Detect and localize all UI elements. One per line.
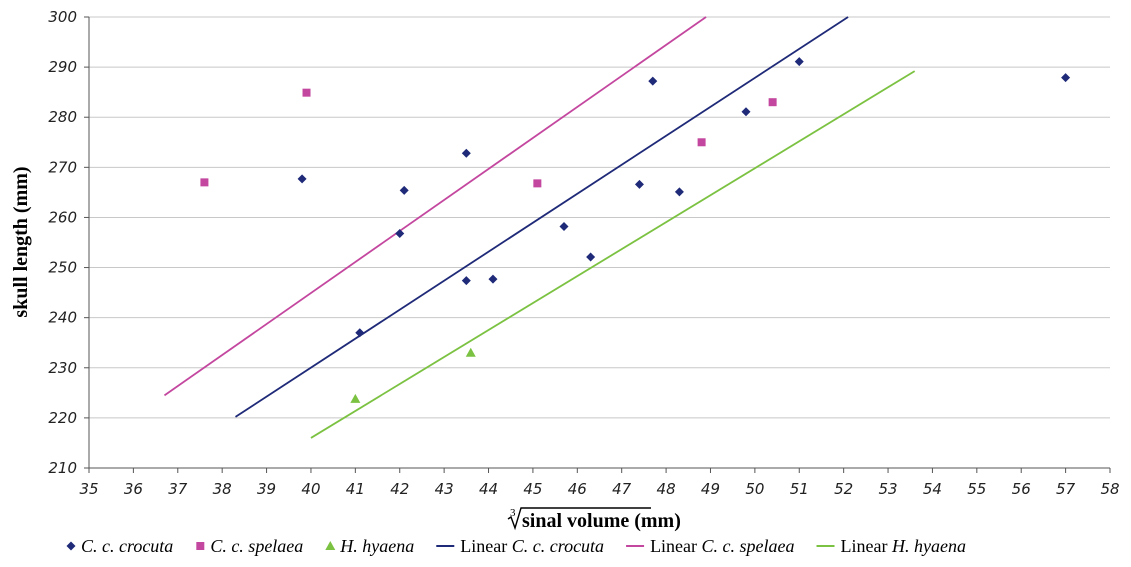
legend-item: H. hyaena bbox=[325, 536, 414, 556]
data-point-series-2 bbox=[533, 179, 542, 188]
data-point-series-3 bbox=[465, 347, 476, 357]
x-tick-label: 36 bbox=[124, 480, 143, 498]
x-tick-label: 35 bbox=[79, 480, 98, 498]
x-tick-label: 56 bbox=[1012, 480, 1031, 498]
x-tick-label: 43 bbox=[435, 480, 454, 498]
x-tick-label: 51 bbox=[790, 480, 809, 498]
legend-label-species: H. hyaena bbox=[891, 536, 966, 556]
legend-label: C. c. crocuta bbox=[81, 536, 173, 556]
y-tick-label: 300 bbox=[48, 8, 77, 26]
legend-label: Linear C. c. spelaea bbox=[650, 536, 794, 556]
x-tick-label: 47 bbox=[612, 480, 632, 498]
x-tick-label: 37 bbox=[168, 480, 188, 498]
x-tick-label: 48 bbox=[657, 480, 676, 498]
y-tick-label: 290 bbox=[48, 58, 77, 76]
x-tick-label: 45 bbox=[523, 480, 542, 498]
data-point-series-2 bbox=[302, 88, 311, 97]
data-point-series-1 bbox=[586, 252, 596, 262]
legend-label: Linear C. c. crocuta bbox=[460, 536, 604, 556]
legend-item: C. c. spelaea bbox=[196, 536, 303, 556]
y-tick-label: 240 bbox=[48, 309, 77, 327]
data-point-series-1 bbox=[395, 228, 405, 238]
data-point-series-1 bbox=[461, 148, 471, 158]
trendline-3 bbox=[310, 70, 916, 439]
data-point-series-1 bbox=[674, 187, 684, 197]
data-point-series-2 bbox=[768, 98, 777, 107]
x-tick-label: 41 bbox=[346, 480, 365, 498]
x-tick-label: 44 bbox=[479, 480, 498, 498]
legend-label-species: H. hyaena bbox=[339, 536, 414, 556]
y-tick-label: 210 bbox=[48, 459, 77, 477]
x-tick-label: 49 bbox=[701, 480, 720, 498]
x-tick-label: 46 bbox=[568, 480, 587, 498]
x-tick-label: 57 bbox=[1056, 480, 1076, 498]
legend-label-species: C. c. crocuta bbox=[512, 536, 604, 556]
data-point-series-1 bbox=[399, 185, 409, 195]
y-tick-label: 280 bbox=[48, 108, 77, 126]
x-axis-radical-index: 3 bbox=[510, 507, 516, 519]
legend-label: Linear H. hyaena bbox=[841, 536, 966, 556]
y-tick-label: 230 bbox=[48, 359, 77, 377]
trendlines bbox=[163, 16, 916, 439]
data-point-series-1 bbox=[297, 174, 307, 184]
data-point-series-1 bbox=[355, 328, 365, 338]
legend-marker bbox=[66, 541, 76, 551]
radical-sign bbox=[507, 507, 651, 531]
legend-marker bbox=[325, 541, 336, 550]
x-tick-label: 39 bbox=[257, 480, 276, 498]
trendline-1 bbox=[234, 16, 849, 418]
legend-item: Linear H. hyaena bbox=[816, 536, 966, 556]
grid-lines bbox=[89, 16, 1110, 419]
data-point-series-1 bbox=[559, 221, 569, 231]
x-axis-title: 3 sinal volume (mm) bbox=[507, 507, 681, 532]
legend-item: C. c. crocuta bbox=[66, 536, 173, 556]
legend-label: C. c. spelaea bbox=[210, 536, 303, 556]
legend-label-species: C. c. spelaea bbox=[210, 536, 303, 556]
legend-label-prefix: Linear bbox=[841, 536, 892, 556]
data-point-series-1 bbox=[741, 107, 751, 117]
x-tick-label: 55 bbox=[967, 480, 986, 498]
y-axis-title: skull length (mm) bbox=[10, 166, 32, 317]
y-tick-label: 270 bbox=[48, 158, 77, 176]
y-tick-label: 250 bbox=[48, 259, 77, 277]
legend: C. c. crocuta C. c. spelaea H. hyaena Linea… bbox=[66, 536, 966, 556]
x-tick-label: 52 bbox=[834, 480, 853, 498]
data-point-series-1 bbox=[648, 76, 658, 86]
x-axis-label: sinal volume (mm) bbox=[522, 510, 681, 532]
trendline-2 bbox=[163, 16, 707, 397]
y-tick-label: 260 bbox=[48, 208, 77, 226]
x-tick-labels: 35 36 37 38 39 40 41 42 43 44 45 46 47 48 49 50 51 52 53 54… bbox=[79, 480, 1119, 498]
legend-item: Linear C. c. spelaea bbox=[626, 536, 795, 556]
y-tick-label: 220 bbox=[48, 409, 77, 427]
y-tick-labels: 210 220 230 240 250 260 270 280 290 300 bbox=[48, 8, 77, 477]
x-tick-label: 58 bbox=[1100, 480, 1119, 498]
legend-label-prefix: Linear bbox=[650, 536, 701, 556]
data-point-series-1 bbox=[1061, 73, 1071, 83]
axes bbox=[84, 16, 1111, 473]
data-point-series-2 bbox=[697, 138, 706, 147]
data-point-series-1 bbox=[634, 179, 644, 189]
x-tick-label: 38 bbox=[213, 480, 232, 498]
x-tick-label: 40 bbox=[301, 480, 320, 498]
data-point-series-2 bbox=[200, 178, 209, 187]
legend-label-prefix: Linear bbox=[460, 536, 511, 556]
legend-marker bbox=[196, 542, 205, 550]
x-tick-label: 54 bbox=[923, 480, 942, 498]
data-point-series-1 bbox=[794, 57, 804, 67]
x-tick-label: 42 bbox=[390, 480, 409, 498]
x-tick-label: 50 bbox=[745, 480, 764, 498]
data-point-series-1 bbox=[488, 274, 498, 284]
legend-label: H. hyaena bbox=[339, 536, 414, 556]
data-points bbox=[200, 57, 1071, 403]
legend-label-species: C. c. crocuta bbox=[81, 536, 173, 556]
data-point-series-1 bbox=[461, 276, 471, 286]
data-point-series-3 bbox=[350, 393, 361, 403]
legend-label-species: C. c. spelaea bbox=[702, 536, 795, 556]
x-tick-label: 53 bbox=[878, 480, 897, 498]
legend-item: Linear C. c. crocuta bbox=[436, 536, 604, 556]
